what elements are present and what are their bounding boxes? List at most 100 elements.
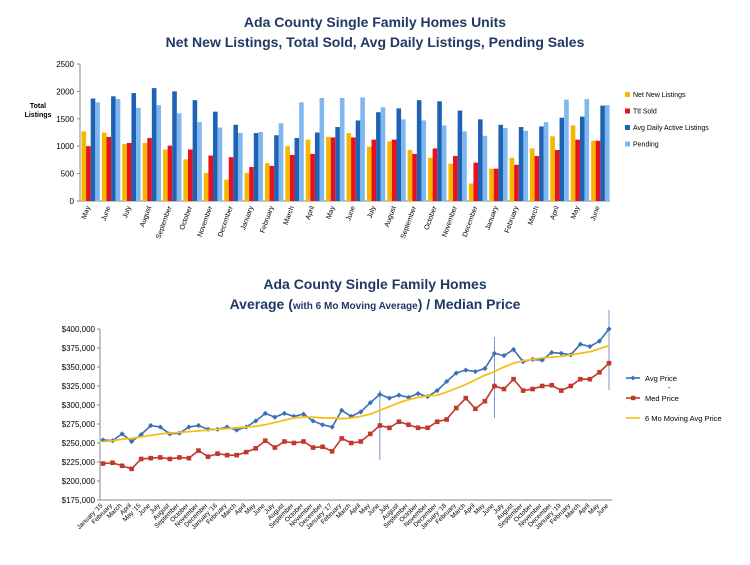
bar-2-15 [396, 108, 402, 201]
bar-1-24 [575, 139, 580, 201]
avg-point-30 [386, 395, 393, 401]
avg-point-31 [396, 392, 402, 398]
avg-point-28 [367, 400, 373, 406]
bar-x-tick-label: April [550, 205, 562, 221]
bar-x-tick-label: June [590, 205, 602, 222]
bar-1-19 [473, 162, 479, 201]
bar-legend-swatch [625, 141, 630, 147]
bar-0-0 [81, 131, 87, 201]
med-point-53 [606, 360, 612, 366]
bar-legend-label: Pending [633, 142, 659, 149]
bar-1-6 [208, 155, 214, 201]
bar-1-15 [391, 139, 397, 201]
bar-0-3 [142, 142, 148, 201]
avg-point-36 [444, 378, 450, 385]
bar-2-3 [151, 88, 157, 201]
bar-0-2 [122, 144, 127, 201]
bar-0-25 [591, 140, 596, 201]
bar-x-tick-label: June [101, 205, 113, 222]
bar-2-6 [213, 111, 218, 201]
bar-3-13 [360, 97, 365, 201]
bar-2-25 [600, 105, 605, 201]
bar-1-23 [554, 150, 560, 201]
avg-point-16 [253, 418, 259, 424]
med-point-35 [434, 419, 440, 425]
bar-1-9 [269, 165, 275, 201]
bar-y-axis-label: Listings [25, 112, 52, 119]
bar-2-11 [314, 132, 320, 201]
bar-2-13 [355, 120, 361, 201]
bar-1-13 [351, 137, 356, 201]
bar-1-7 [228, 157, 234, 201]
bar-0-16 [407, 150, 413, 201]
bar-0-12 [326, 136, 331, 201]
bar-2-5 [192, 100, 198, 201]
avg-point-18 [272, 414, 278, 420]
avg-point-37 [453, 370, 459, 376]
bar-0-1 [101, 132, 107, 201]
avg-point-42 [501, 353, 507, 359]
med-point-22 [310, 445, 316, 450]
med-point-28 [368, 431, 373, 437]
bar-3-8 [258, 131, 263, 201]
med-point-43 [511, 376, 516, 382]
bar-1-22 [534, 156, 540, 201]
bar-0-11 [305, 139, 311, 201]
line-legend-label: 6 Mo Moving Avg Price [645, 414, 722, 423]
bar-0-4 [163, 149, 168, 201]
bar-1-21 [514, 164, 519, 201]
med-point-44 [520, 388, 526, 393]
bar-0-8 [244, 173, 250, 201]
line-y-tick-label: $275,000 [62, 420, 96, 429]
med-point-26 [348, 440, 354, 446]
bar-legend-swatch [625, 108, 630, 114]
line-series-0 [102, 328, 610, 443]
med-point-10 [196, 448, 201, 453]
line-legend-label: Avg Price [645, 374, 677, 383]
med-point-0 [100, 461, 106, 466]
bar-legend-swatch [625, 92, 630, 97]
line-y-tick-label: $350,000 [62, 363, 96, 372]
avg-point-40 [482, 365, 488, 372]
avg-point-47 [549, 349, 555, 356]
avg-point-19 [281, 410, 287, 416]
bar-0-23 [550, 136, 555, 201]
bar-3-12 [339, 97, 345, 201]
bar-legend-label: Ttl Sold [633, 109, 657, 116]
bar-3-4 [176, 113, 182, 201]
bar-y-tick-label: 1500 [56, 115, 74, 124]
med-point-30 [387, 425, 392, 431]
bar-y-tick-label: 500 [61, 170, 75, 179]
bar-2-16 [416, 100, 422, 201]
line-chart-subtitle: Average (with 6 Mo Moving Average) / Med… [0, 296, 750, 312]
bar-1-25 [595, 140, 601, 201]
med-point-41 [492, 383, 497, 389]
bar-3-21 [523, 130, 528, 201]
line-y-tick-label: $175,000 [62, 496, 96, 505]
bar-3-25 [604, 105, 610, 201]
avg-point-29 [377, 391, 383, 397]
bar-1-4 [167, 145, 173, 201]
bar-0-18 [448, 163, 454, 201]
bar-3-14 [380, 107, 386, 201]
med-point-12 [215, 451, 220, 456]
bar-x-tick-label: July [367, 205, 378, 220]
bar-3-11 [319, 97, 325, 201]
bar-0-7 [224, 179, 229, 201]
bar-x-tick-label: May [326, 205, 337, 220]
bar-2-2 [131, 93, 137, 201]
bar-0-22 [529, 148, 535, 201]
bar-2-10 [294, 137, 300, 201]
med-point-51 [587, 376, 593, 382]
bar-x-tick-label: May [570, 205, 581, 220]
line-y-tick-label: $300,000 [62, 401, 96, 410]
bar-3-22 [543, 122, 549, 201]
bar-y-tick-label: 1000 [56, 142, 74, 151]
bar-1-16 [412, 153, 417, 201]
bar-3-23 [564, 99, 569, 201]
avg-point-53 [606, 326, 612, 332]
line-legend-label: Med Price [645, 394, 679, 403]
avg-point-50 [577, 341, 583, 347]
bar-2-9 [274, 135, 279, 201]
